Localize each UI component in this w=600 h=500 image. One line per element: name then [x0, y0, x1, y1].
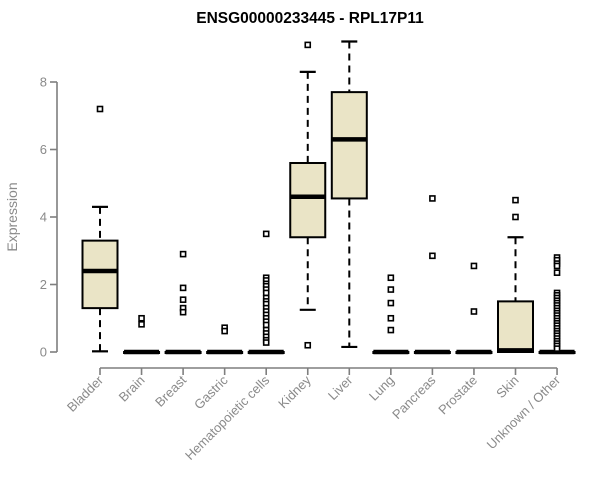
outlier-marker [387, 286, 395, 293]
x-tick-label: Bladder [64, 372, 107, 415]
outlier-marker [387, 299, 395, 307]
x-tick-label: Prostate [435, 373, 480, 418]
outlier-marker [179, 284, 187, 292]
outlier-marker [387, 314, 395, 322]
y-axis-label: Expression [4, 182, 20, 251]
outlier-marker [304, 341, 312, 349]
x-tick-label: Gastric [191, 372, 231, 412]
outlier-marker [553, 345, 561, 352]
boxplot-bladder [81, 105, 119, 353]
boxplot-unknown-other [538, 254, 576, 355]
box-rect [289, 162, 327, 239]
outlier-marker [138, 321, 145, 328]
y-tick-label: 8 [40, 75, 47, 90]
boxplot-pancreas [413, 195, 451, 355]
outlier-marker [138, 314, 145, 322]
boxplot-kidney [289, 41, 327, 349]
outlier-marker [96, 105, 104, 113]
outlier-marker [387, 326, 395, 334]
y-tick-label: 6 [40, 142, 47, 157]
outlier-marker [262, 339, 270, 346]
boxplot-breast [164, 250, 202, 355]
x-tick-label: Kidney [275, 372, 314, 411]
y-tick-label: 0 [40, 345, 47, 360]
outlier-marker [512, 213, 519, 221]
outlier-marker [512, 196, 519, 204]
x-tick-label: Lung [366, 373, 397, 404]
outlier-marker [429, 195, 436, 202]
boxplot-hematopoietic-cells [247, 230, 285, 355]
outlier-marker [304, 41, 312, 49]
outlier-marker [470, 262, 478, 270]
outlier-marker [179, 308, 187, 316]
boxplot-gastric [206, 324, 244, 355]
outlier-marker [179, 296, 187, 303]
boxplot-prostate [455, 262, 493, 355]
boxplot-brain [123, 314, 161, 355]
outlier-marker [429, 252, 436, 260]
x-tick-label: Unknown / Other [484, 372, 564, 452]
box-rect [330, 91, 368, 200]
outlier-marker [553, 269, 561, 276]
outlier-marker [470, 308, 478, 315]
x-tick-label: Breast [152, 372, 189, 409]
boxplot-lung [372, 274, 410, 355]
x-tick-label: Pancreas [389, 372, 439, 422]
x-tick-label: Brain [116, 373, 148, 405]
y-tick-label: 4 [40, 210, 47, 225]
outlier-marker [262, 230, 270, 238]
boxplot-skin [497, 196, 534, 353]
outlier-marker [179, 250, 187, 258]
chart-title: ENSG00000233445 - RPL17P11 [196, 10, 424, 27]
outlier-marker [553, 262, 561, 270]
outlier-marker [262, 289, 270, 297]
box-rect [81, 239, 119, 310]
y-tick-label: 2 [40, 277, 47, 292]
outlier-marker [221, 327, 228, 335]
x-tick-label: Skin [493, 373, 521, 401]
outlier-marker [387, 274, 395, 282]
x-tick-label: Liver [325, 372, 356, 403]
outlier-marker [262, 321, 270, 329]
boxplot-liver [330, 40, 368, 349]
box-rect [497, 300, 534, 353]
